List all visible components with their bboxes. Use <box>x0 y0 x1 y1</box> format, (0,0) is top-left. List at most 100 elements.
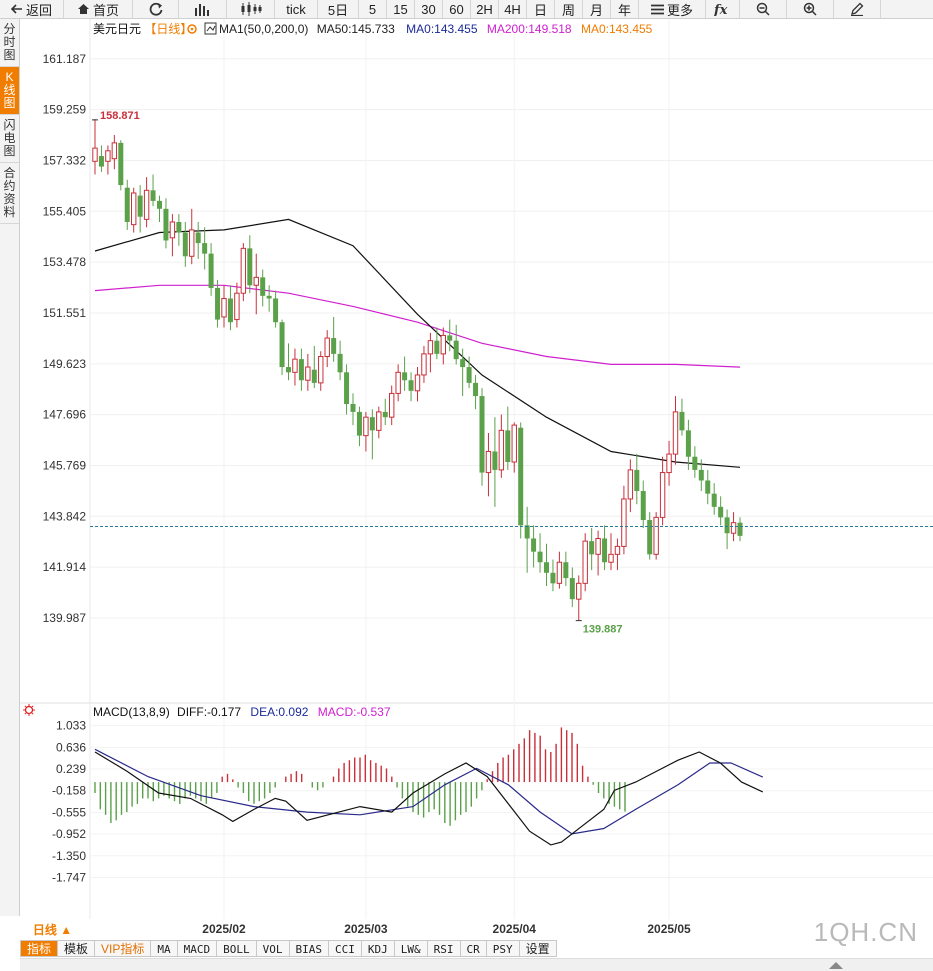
home-label: 首页 <box>92 2 119 18</box>
period-year[interactable]: 年 <box>611 0 639 18</box>
candle <box>711 483 717 515</box>
macd-axis: 1.033 0.636 0.239 -0.158 -0.555 -0.952 -1.350 -… <box>52 719 86 885</box>
candle <box>356 406 362 447</box>
price-tick-label: 153.478 <box>43 255 87 269</box>
zoom-in-button[interactable] <box>787 0 834 18</box>
tab-contract-info[interactable]: 合约资料 <box>0 163 19 224</box>
candle <box>614 538 621 571</box>
formula-button[interactable]: fx <box>706 0 740 18</box>
tab-macd[interactable]: MACD <box>177 940 218 957</box>
candle-body <box>137 195 143 217</box>
candle-body <box>711 493 717 507</box>
candle-body <box>240 247 247 294</box>
price-tick-label: 143.842 <box>43 509 87 523</box>
back-button[interactable]: 返回 <box>0 0 64 18</box>
tab-indicator[interactable]: 指标 <box>20 940 59 957</box>
period-15m[interactable]: 15 <box>387 0 415 18</box>
period-2h[interactable]: 2H <box>471 0 499 18</box>
candle-body <box>685 430 691 457</box>
period-week[interactable]: 周 <box>555 0 583 18</box>
candle <box>421 345 427 383</box>
candle-body <box>724 517 730 534</box>
tab-settings[interactable]: 设置 <box>519 940 557 957</box>
tab-kline[interactable]: K线图 <box>0 67 19 115</box>
candle-body <box>434 340 440 354</box>
tab-cr[interactable]: CR <box>460 940 487 957</box>
tab-cci[interactable]: CCI <box>329 940 362 957</box>
more-button[interactable]: 更多 <box>639 0 706 18</box>
period-4h[interactable]: 4H <box>499 0 527 18</box>
scroll-thumb-icon[interactable] <box>829 961 843 969</box>
candle <box>505 406 511 470</box>
candle-body <box>524 525 530 539</box>
ma50-legend: MA50:145.733 <box>317 22 395 36</box>
candle-body <box>718 506 724 518</box>
candle-body <box>518 427 524 526</box>
candle <box>311 345 317 389</box>
candle-body <box>460 359 466 368</box>
refresh-button[interactable] <box>133 0 179 18</box>
candle <box>434 327 440 360</box>
period-tick[interactable]: tick <box>275 0 318 18</box>
tab-lightning[interactable]: 闪电图 <box>0 115 19 163</box>
candle <box>582 533 588 592</box>
macd-settings-icon[interactable] <box>23 704 35 716</box>
kline-chart[interactable]: 161.187 159.259 157.332 155.405 153.478 151.5… <box>20 19 933 939</box>
period-5d[interactable]: 5日 <box>318 0 359 18</box>
zoom-out-button[interactable] <box>740 0 787 18</box>
price-tick-label: 141.914 <box>43 560 87 574</box>
candle <box>253 253 259 315</box>
period-5m[interactable]: 5 <box>359 0 387 18</box>
candle <box>537 533 543 573</box>
tab-vip-indicator[interactable]: VIP指标 <box>95 940 152 957</box>
tab-lw[interactable]: LW& <box>394 940 428 957</box>
ma0-orange-legend: MA0:143.455 <box>581 22 653 36</box>
tab-bias[interactable]: BIAS <box>289 940 329 957</box>
chart-type-button[interactable] <box>179 0 227 18</box>
draw-button[interactable] <box>834 0 881 18</box>
tab-timeshare[interactable]: 分时图 <box>0 19 19 67</box>
tab-ma[interactable]: MA <box>151 940 178 957</box>
candle <box>653 512 659 560</box>
candle-body <box>447 335 453 341</box>
tab-template[interactable]: 模板 <box>58 940 96 957</box>
candle-body <box>176 221 182 233</box>
tab-kdj[interactable]: KDJ <box>361 940 395 957</box>
pencil-icon <box>851 2 864 16</box>
candle <box>621 485 627 555</box>
candle-body <box>595 537 601 555</box>
candle-style-button[interactable] <box>227 0 275 18</box>
indicator-tab-bar: 指标 模板 VIP指标 MA MACD BOLL VOL BIAS CCI KD… <box>20 940 557 957</box>
grid <box>90 19 933 919</box>
candle <box>679 398 685 436</box>
macd-name: MACD(13,8,9) <box>93 705 170 719</box>
ma200-legend: MA200:149.518 <box>487 22 572 36</box>
tab-vol[interactable]: VOL <box>256 940 290 957</box>
home-button[interactable]: 首页 <box>64 0 133 18</box>
tab-psy[interactable]: PSY <box>486 940 520 957</box>
candle <box>498 414 505 478</box>
candle <box>460 348 466 397</box>
period-day[interactable]: 日 <box>527 0 555 18</box>
candle-body <box>492 451 498 470</box>
horizontal-scrollbar[interactable] <box>20 958 933 971</box>
tab-rsi[interactable]: RSI <box>427 940 461 957</box>
period-60m[interactable]: 60 <box>443 0 471 18</box>
toolbar-overflow[interactable] <box>881 0 901 18</box>
candle <box>602 525 608 571</box>
high-price-label: 158.871 <box>100 110 140 122</box>
candle <box>92 119 98 175</box>
candle <box>395 364 401 402</box>
candle <box>331 316 337 362</box>
legend-toggle-icon[interactable] <box>204 22 217 35</box>
period-month[interactable]: 月 <box>583 0 611 18</box>
period-badge[interactable]: 日线 ▲ <box>20 921 85 939</box>
candle-body <box>544 562 549 573</box>
candle <box>137 185 143 233</box>
candle <box>737 517 743 542</box>
tab-boll[interactable]: BOLL <box>217 940 257 957</box>
candle-body <box>659 472 666 518</box>
period-30m[interactable]: 30 <box>415 0 443 18</box>
legend-gear-icon[interactable] <box>187 24 197 34</box>
candle <box>724 509 730 550</box>
